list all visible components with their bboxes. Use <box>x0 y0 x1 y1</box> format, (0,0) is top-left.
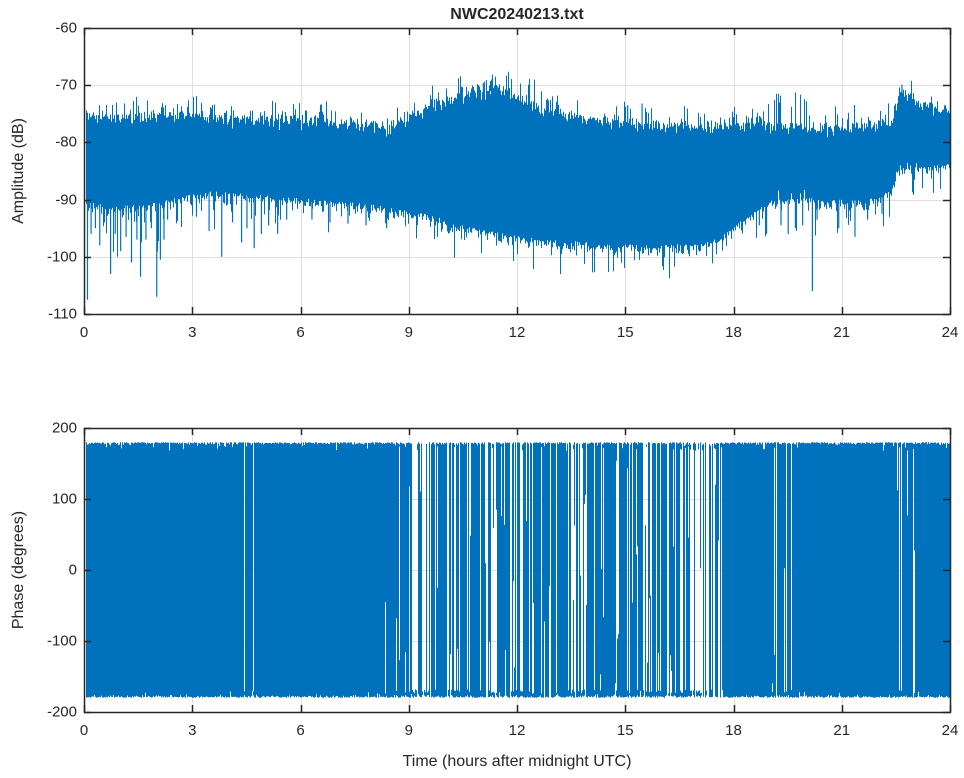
phase-x-tick-label: 15 <box>616 722 634 739</box>
phase-x-tick-label: 3 <box>188 722 197 739</box>
phase-y-tick-label: -100 <box>46 632 77 650</box>
phase-y-tick-label: 0 <box>68 561 77 579</box>
x-axis-label: Time (hours after midnight UTC) <box>402 753 632 770</box>
phase-y-axis-label: Phase (degrees) <box>10 510 27 630</box>
amplitude-y-tick-label: -100 <box>46 248 77 266</box>
phase-x-tick-label: 12 <box>508 722 526 739</box>
phase-x-tick-label: 9 <box>404 722 413 739</box>
plot-title: NWC20240213.txt <box>450 6 584 23</box>
amplitude-x-tick-label: 18 <box>725 324 742 341</box>
phase-x-tick-label: 21 <box>833 722 851 739</box>
amplitude-x-tick-label: 24 <box>941 324 959 341</box>
amplitude-y-tick-label: -70 <box>55 76 77 94</box>
amplitude-y-tick-label: -60 <box>55 19 77 37</box>
amplitude-x-tick-label: 0 <box>79 324 89 341</box>
amplitude-x-tick-label: 15 <box>616 324 634 341</box>
amplitude-x-tick-label: 3 <box>188 324 197 341</box>
phase-x-tick-label: 18 <box>725 722 742 739</box>
phase-y-tick-label: 200 <box>51 419 77 437</box>
phase-x-tick-label: 0 <box>79 722 89 739</box>
phase-x-tick-label: 6 <box>296 722 305 739</box>
amplitude-x-tick-label: 21 <box>833 324 851 341</box>
phase-x-tick-label: 24 <box>941 722 959 739</box>
amplitude-y-tick-label: -80 <box>55 133 77 151</box>
phase-y-tick-label: -200 <box>46 703 77 721</box>
amplitude-y-tick-label: -90 <box>55 191 77 209</box>
amplitude-x-tick-label: 6 <box>296 324 305 341</box>
amplitude-x-tick-label: 12 <box>508 324 526 341</box>
phase-y-tick-label: 100 <box>51 490 77 508</box>
amplitude-y-tick-label: -110 <box>48 305 77 323</box>
amplitude-y-axis-label: Amplitude (dB) <box>10 118 27 224</box>
amplitude-x-tick-label: 9 <box>404 324 413 341</box>
